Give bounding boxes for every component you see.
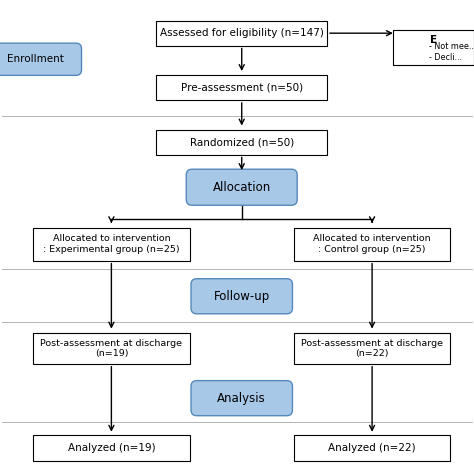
- Text: Enrollment: Enrollment: [7, 54, 64, 64]
- Text: Analyzed (n=19): Analyzed (n=19): [68, 443, 155, 453]
- FancyBboxPatch shape: [0, 43, 82, 75]
- FancyBboxPatch shape: [186, 169, 297, 205]
- Text: Randomized (n=50): Randomized (n=50): [190, 137, 294, 147]
- FancyBboxPatch shape: [191, 279, 292, 314]
- Text: Allocated to intervention
: Experimental group (n=25): Allocated to intervention : Experimental…: [43, 235, 180, 254]
- FancyBboxPatch shape: [294, 228, 450, 261]
- Text: Follow-up: Follow-up: [214, 290, 270, 303]
- FancyBboxPatch shape: [191, 381, 292, 416]
- Text: - Not mee...
- Decli...: - Not mee... - Decli...: [429, 43, 474, 62]
- Text: E: E: [430, 35, 438, 46]
- Text: Allocation: Allocation: [213, 181, 271, 194]
- FancyBboxPatch shape: [294, 435, 450, 461]
- Text: Post-assessment at discharge
(n=19): Post-assessment at discharge (n=19): [40, 339, 182, 358]
- Text: Analyzed (n=22): Analyzed (n=22): [328, 443, 416, 453]
- FancyBboxPatch shape: [33, 228, 190, 261]
- FancyBboxPatch shape: [156, 130, 327, 155]
- FancyBboxPatch shape: [33, 333, 190, 364]
- Text: Pre-assessment (n=50): Pre-assessment (n=50): [181, 82, 303, 93]
- Text: Analysis: Analysis: [218, 392, 266, 405]
- FancyBboxPatch shape: [156, 21, 327, 46]
- Text: Allocated to intervention
: Control group (n=25): Allocated to intervention : Control grou…: [313, 235, 431, 254]
- FancyBboxPatch shape: [156, 75, 327, 100]
- Text: Post-assessment at discharge
(n=22): Post-assessment at discharge (n=22): [301, 339, 443, 358]
- FancyBboxPatch shape: [393, 29, 474, 65]
- FancyBboxPatch shape: [294, 333, 450, 364]
- Text: Assessed for eligibility (n=147): Assessed for eligibility (n=147): [160, 28, 324, 38]
- FancyBboxPatch shape: [33, 435, 190, 461]
